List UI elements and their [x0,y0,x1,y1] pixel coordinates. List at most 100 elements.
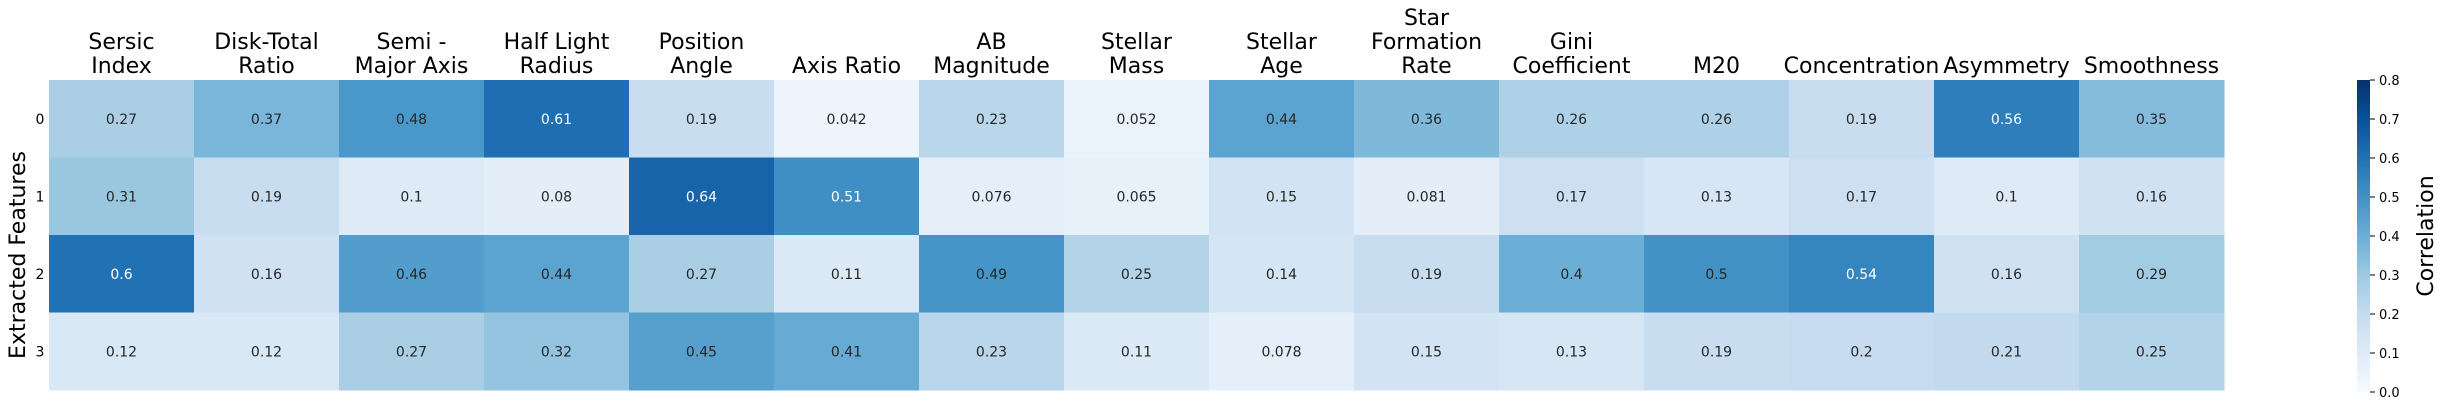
column-label: Smoothness [2084,54,2219,79]
heatmap-cell [629,80,775,158]
heatmap-cell [1064,157,1210,236]
cell-value-label: 0.27 [106,112,137,128]
heatmap-cell [774,157,920,236]
cell-value-label: 0.26 [1556,112,1587,128]
cell-value-label: 0.49 [976,267,1007,283]
cell-value-label: 0.29 [2136,267,2167,283]
heatmap-cell [339,235,485,313]
colorbar-label: Correlation [2414,175,2437,296]
cell-value-label: 0.065 [1116,189,1156,205]
row-label: 2 [36,267,45,283]
heatmap-cell [484,157,630,236]
cell-value-label: 0.51 [831,189,862,205]
cell-value-label: 0.19 [251,189,282,205]
colorbar-tick-label: 0.6 [2379,152,2400,167]
y-axis-label: Extracted Features [6,151,31,359]
column-label: Half Light Radius [504,30,610,79]
heatmap-cell [1934,80,2080,158]
heatmap-cell [919,312,1065,391]
colorbar-tick-label: 0.5 [2379,191,2400,206]
heatmap-cell [1064,235,1210,313]
cell-value-label: 0.12 [106,344,137,360]
colorbar-tick-label: 0.1 [2379,347,2400,362]
colorbar-tick-label: 0.2 [2379,308,2400,323]
cell-value-label: 0.11 [831,267,862,283]
heatmap-cell [774,235,920,313]
heatmap-cell [919,80,1065,158]
heatmap-cell [194,157,340,236]
cell-value-label: 0.27 [396,344,427,360]
column-label: Sersic Index [88,30,154,79]
cell-value-label: 0.16 [1991,267,2022,283]
heatmap-cell [1789,80,1935,158]
column-label: Disk-Total Ratio [214,30,319,79]
cell-value-label: 0.042 [826,112,866,128]
colorbar-tick-label: 0.7 [2379,113,2400,128]
cell-value-label: 0.23 [976,344,1007,360]
heatmap-cell-labels: 0.27 0.37 0.48 0.61 0.19 0.042 0.23 0.052 0.44 0.… [106,112,2167,361]
cell-value-label: 0.41 [831,344,862,360]
heatmap-cell [1354,80,1500,158]
column-label: Star Formation Rate [1371,6,1482,79]
column-label: Stellar Mass [1101,30,1173,79]
cell-value-label: 0.052 [1116,112,1156,128]
heatmap-cell [2079,80,2225,158]
column-labels: Sersic Index Disk-Total Ratio Semi -Major Ax… [88,6,2219,79]
row-labels: 0 1 2 3 [36,112,45,361]
heatmap-cells [49,80,2225,391]
heatmap-cell [1499,157,1645,236]
heatmap-cell [49,235,195,313]
heatmap-cell [1789,157,1935,236]
heatmap-cell [1934,157,2080,236]
cell-value-label: 0.54 [1846,267,1877,283]
cell-value-label: 0.48 [396,112,427,128]
column-label: Asymmetry [1943,54,2070,79]
cell-value-label: 0.25 [1121,267,1152,283]
heatmap-cell [339,312,485,391]
row-label: 3 [36,344,45,360]
cell-value-label: 0.15 [1266,189,1297,205]
cell-value-label: 0.13 [1701,189,1732,205]
cell-value-label: 0.44 [1266,112,1297,128]
cell-value-label: 0.14 [1266,267,1297,283]
heatmap-cell [1789,235,1935,313]
heatmap-cell [194,235,340,313]
heatmap-cell [49,80,195,158]
column-label: AB Magnitude [933,30,1050,79]
heatmap-cell [1499,80,1645,158]
heatmap-cell [1644,235,1790,313]
heatmap-cell [484,235,630,313]
cell-value-label: 0.19 [1411,267,1442,283]
heatmap-cell [484,80,630,158]
cell-value-label: 0.27 [686,267,717,283]
cell-value-label: 0.25 [2136,344,2167,360]
cell-value-label: 0.1 [400,189,422,205]
heatmap-cell [2079,157,2225,236]
cell-value-label: 0.6 [110,267,132,283]
cell-value-label: 0.2 [1850,344,1872,360]
cell-value-label: 0.35 [2136,112,2167,128]
cell-value-label: 0.19 [1846,112,1877,128]
cell-value-label: 0.4 [1560,267,1582,283]
colorbar: 0.0 0.1 0.2 0.3 0.4 0.5 0.6 0.7 0.8 Correlation [2357,74,2437,401]
cell-value-label: 0.17 [1846,189,1877,205]
heatmap-cell [1934,235,2080,313]
cell-value-label: 0.17 [1556,189,1587,205]
heatmap-cell [1934,312,2080,391]
heatmap-cell [2079,235,2225,313]
cell-value-label: 0.13 [1556,344,1587,360]
heatmap-cell [49,312,195,391]
heatmap-cell [1499,312,1645,391]
heatmap-cell [339,157,485,236]
heatmap-cell [774,312,920,391]
cell-value-label: 0.31 [106,189,137,205]
cell-value-label: 0.36 [1411,112,1442,128]
cell-value-label: 0.19 [686,112,717,128]
cell-value-label: 0.26 [1701,112,1732,128]
cell-value-label: 0.45 [686,344,717,360]
cell-value-label: 0.12 [251,344,282,360]
colorbar-tick-label: 0.4 [2379,230,2400,245]
column-label: Axis Ratio [792,54,901,79]
cell-value-label: 0.56 [1991,112,2022,128]
heatmap-cell [1789,312,1935,391]
